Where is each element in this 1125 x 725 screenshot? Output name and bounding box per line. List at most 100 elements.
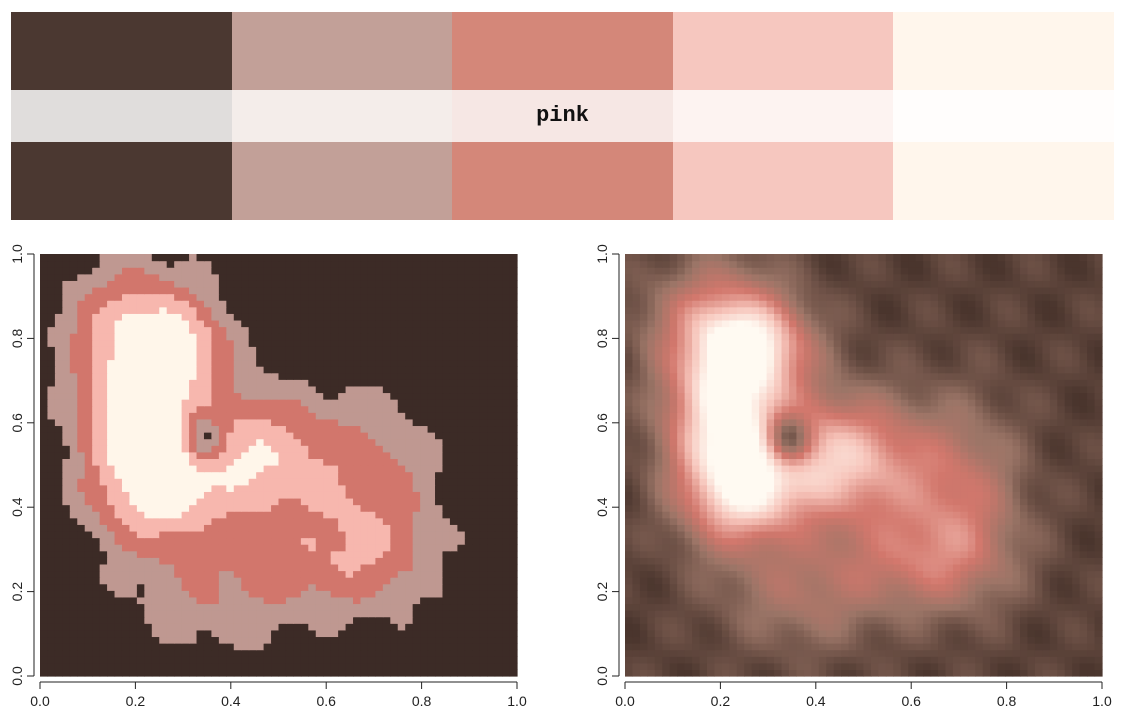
heatmap-cell: [293, 399, 302, 407]
heatmap-cell: [945, 636, 954, 644]
heatmap-cell: [759, 610, 768, 618]
heatmap-cell: [975, 629, 984, 638]
heatmap-cell: [226, 497, 235, 506]
heatmap-cell: [1042, 629, 1051, 638]
heatmap-cell: [714, 603, 723, 611]
heatmap-cell: [397, 616, 406, 624]
heatmap-cell: [300, 267, 309, 275]
heatmap-cell: [203, 623, 213, 631]
heatmap-cell: [997, 662, 1006, 670]
heatmap-cell: [300, 544, 309, 552]
heatmap-cell: [121, 577, 131, 585]
heatmap-cell: [226, 504, 235, 512]
heatmap-cell: [114, 267, 123, 275]
heatmap-cell: [420, 471, 429, 479]
heatmap-cell: [405, 616, 414, 624]
heatmap-cell: [136, 445, 145, 453]
heatmap-cell: [442, 385, 451, 394]
heatmap-cell: [285, 366, 294, 374]
heatmap-cell: [502, 346, 511, 354]
heatmap-cell: [427, 333, 436, 341]
heatmap-cell: [77, 418, 86, 427]
heatmap-cell: [625, 623, 634, 631]
heatmap-cell: [84, 359, 93, 367]
heatmap-cell: [360, 418, 369, 427]
heatmap-cell: [92, 438, 101, 446]
heatmap-cell: [464, 550, 473, 558]
heatmap-cell: [397, 392, 406, 400]
heatmap-cell: [427, 550, 436, 558]
heatmap-cell: [938, 636, 947, 644]
heatmap-cell: [751, 629, 760, 638]
heatmap-cell: [464, 418, 473, 427]
heatmap-cell: [412, 669, 421, 677]
heatmap-cell: [367, 550, 376, 558]
heatmap-cell: [502, 359, 511, 367]
heatmap-cell: [315, 300, 324, 308]
heatmap-cell: [706, 643, 716, 651]
heatmap-cell: [449, 438, 458, 446]
heatmap-cell: [308, 471, 317, 479]
heatmap-cell: [256, 596, 265, 605]
heatmap-cell: [151, 583, 160, 591]
heatmap-cell: [181, 583, 190, 591]
heatmap-cell: [390, 293, 399, 301]
heatmap-cell: [300, 557, 309, 565]
heatmap-cell: [1034, 610, 1043, 618]
heatmap-cell: [487, 254, 496, 262]
heatmap-cell: [107, 458, 116, 466]
heatmap-cell: [92, 636, 101, 644]
heatmap-cell: [226, 352, 235, 361]
heatmap-cell: [788, 662, 798, 670]
heatmap-cell: [308, 517, 317, 525]
heatmap-cell: [151, 286, 160, 295]
heatmap-cell: [248, 557, 257, 565]
heatmap-cell: [271, 629, 280, 638]
heatmap-cell: [218, 570, 227, 578]
heatmap-cell: [226, 465, 235, 473]
heatmap-cell: [271, 399, 280, 407]
heatmap-cell: [62, 418, 71, 427]
heatmap-cell: [47, 405, 56, 413]
heatmap-cell: [69, 399, 78, 407]
heatmap-cell: [390, 352, 399, 361]
heatmap-cell: [464, 563, 473, 572]
heatmap-cell: [203, 359, 213, 367]
heatmap-cell: [330, 563, 339, 572]
heatmap-cell: [62, 497, 71, 506]
heatmap-cell: [367, 465, 376, 473]
heatmap-cell: [479, 254, 488, 262]
heatmap-cell: [412, 438, 421, 446]
heatmap-cell: [382, 590, 391, 598]
heatmap-cell: [472, 359, 481, 367]
heatmap-cell: [189, 293, 198, 301]
heatmap-cell: [114, 563, 123, 572]
heatmap-cell: [338, 385, 347, 394]
heatmap-cell: [114, 537, 123, 545]
heatmap-cell: [923, 643, 932, 651]
heatmap-cell: [211, 530, 220, 539]
heatmap-cell: [84, 372, 93, 380]
heatmap-cell: [226, 669, 235, 677]
heatmap-cell: [47, 643, 56, 651]
heatmap-cell: [405, 372, 414, 380]
heatmap-cell: [632, 583, 641, 591]
heatmap-cell: [159, 616, 168, 624]
heatmap-cell: [107, 359, 116, 367]
heatmap-cell: [923, 649, 932, 657]
heatmap-cell: [107, 616, 116, 624]
heatmap-cell: [226, 445, 235, 453]
heatmap-cell: [625, 636, 634, 644]
heatmap-cell: [449, 491, 458, 499]
heatmap-cell: [677, 623, 686, 631]
heatmap-cell: [271, 438, 280, 446]
heatmap-cell: [1027, 596, 1036, 605]
heatmap-cell: [174, 372, 183, 380]
heatmap-cell: [464, 649, 473, 657]
heatmap-cell: [226, 623, 235, 631]
heatmap-cell: [62, 379, 71, 387]
heatmap-cell: [360, 445, 369, 453]
heatmap-cell: [233, 511, 242, 519]
heatmap-cell: [1042, 656, 1051, 664]
heatmap-cell: [397, 577, 406, 585]
